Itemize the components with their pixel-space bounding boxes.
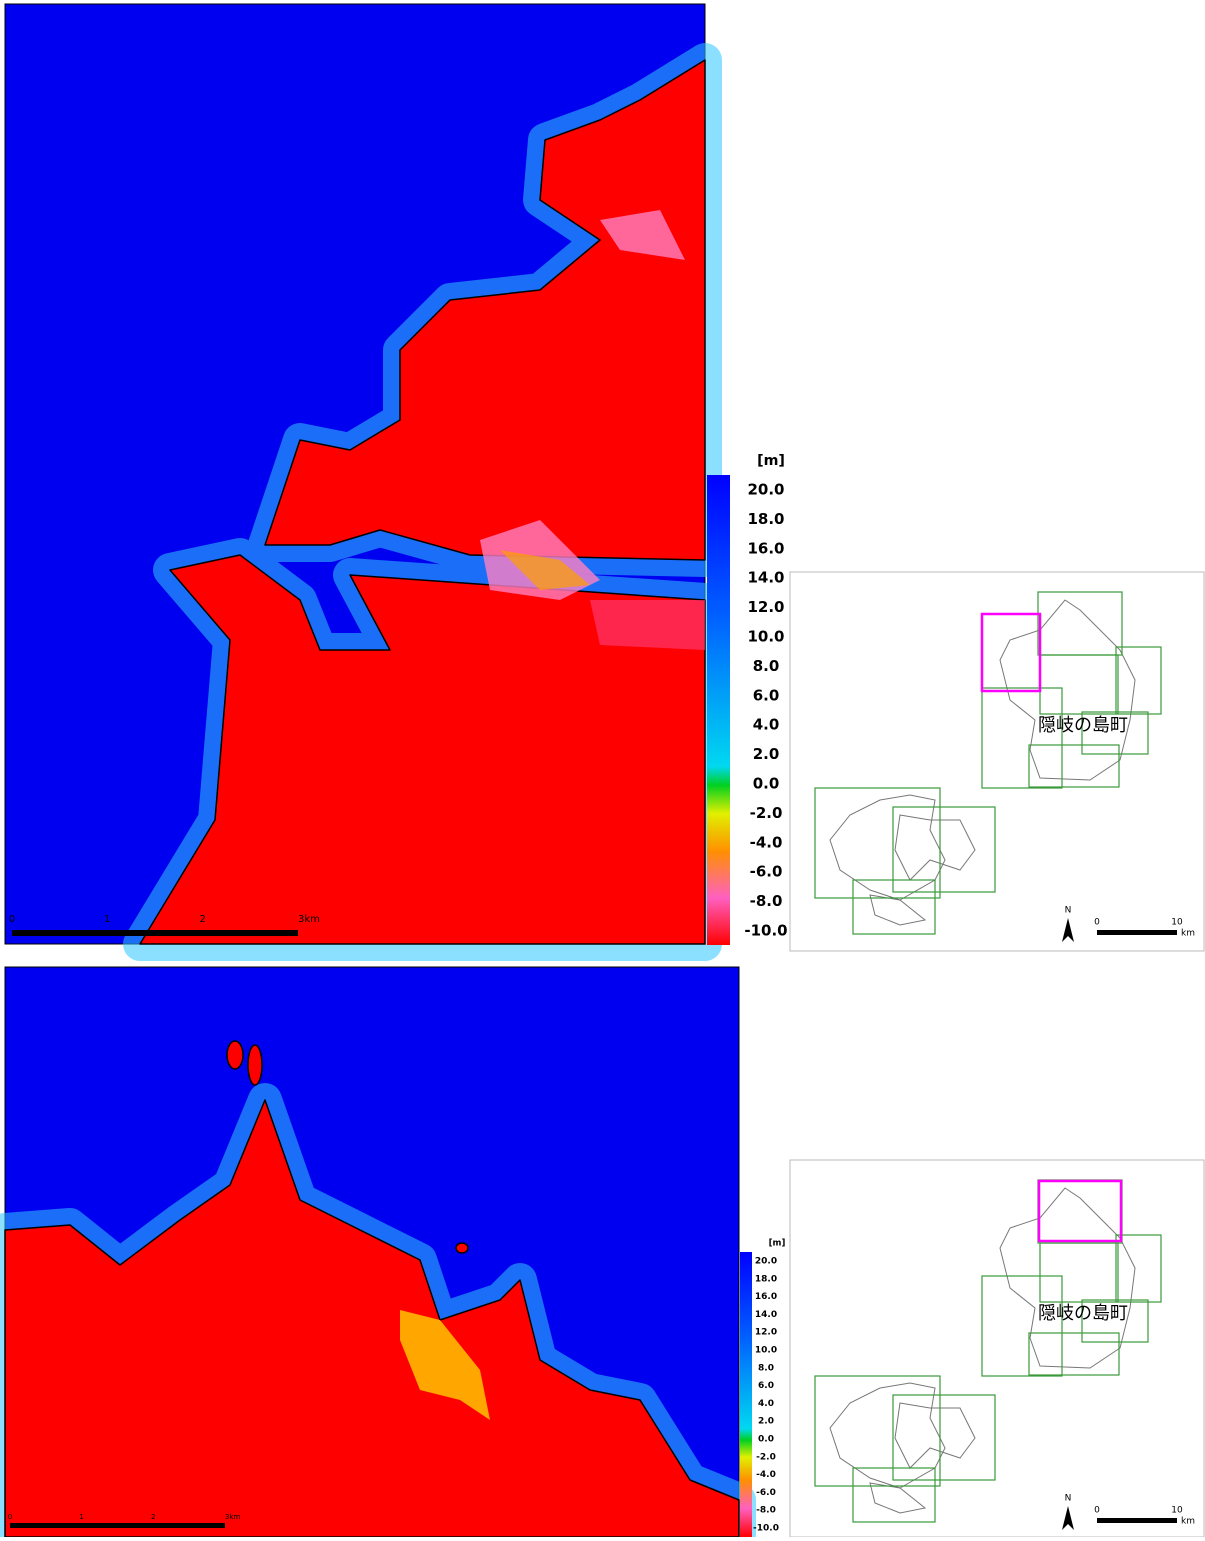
colorbar-label: -4.0 (750, 833, 783, 851)
colorbar-label: 10.0 (755, 1346, 777, 1356)
scale-label: 0 (9, 914, 15, 925)
colorbar-label: 14.0 (755, 1310, 777, 1320)
inset-2 (790, 1160, 1204, 1537)
colorbar-label: 16.0 (747, 539, 784, 557)
inset-scale-label: 10 (1171, 918, 1183, 928)
scale-label: 1 (79, 1513, 83, 1521)
inset-scale-unit: km (1181, 1517, 1195, 1527)
scale-label: 2 (151, 1513, 155, 1521)
colorbar-label: -10.0 (744, 922, 787, 940)
inset-scale-label: 0 (1094, 1506, 1100, 1516)
scale-label: 3km (225, 1513, 241, 1521)
colorbar-label: -4.0 (756, 1470, 776, 1480)
scale-label: 2 (199, 914, 205, 925)
colorbar-label: 18.0 (755, 1274, 777, 1284)
colorbar-label: 8.0 (753, 657, 780, 675)
scale-label: 3km (298, 914, 320, 925)
colorbar-label: 4.0 (758, 1399, 774, 1409)
colorbar-label: 0.0 (753, 775, 780, 793)
inset-1 (790, 572, 1204, 951)
colorbar-label: 12.0 (747, 598, 784, 616)
colorbar-label: 20.0 (747, 481, 784, 499)
inset-scale-unit: km (1181, 929, 1195, 939)
colorbar-1 (707, 475, 730, 945)
colorbar-label: 4.0 (753, 716, 780, 734)
colorbar-label: 14.0 (747, 569, 784, 587)
north-label: N (1065, 906, 1072, 916)
colorbar-label: -10.0 (753, 1524, 779, 1534)
north-label: N (1065, 1494, 1072, 1504)
colorbar-label: 12.0 (755, 1328, 777, 1338)
inset-scale-label: 10 (1171, 1506, 1183, 1516)
colorbar-unit: [m] (757, 453, 785, 469)
colorbar-label: 2.0 (753, 745, 780, 763)
scale-label: 0 (8, 1513, 12, 1521)
colorbar-label: 0.0 (758, 1435, 774, 1445)
colorbar-label: 18.0 (747, 510, 784, 528)
colorbar-label: 6.0 (753, 686, 780, 704)
page: [m]20.018.016.014.012.010.08.06.04.02.00… (0, 0, 1205, 1537)
colorbar-label: 10.0 (747, 628, 784, 646)
colorbar-label: 6.0 (758, 1381, 774, 1391)
colorbar-label: -2.0 (750, 804, 783, 822)
colorbar-label: -6.0 (750, 863, 783, 881)
colorbar-label: 16.0 (755, 1292, 777, 1302)
colorbar-label: 20.0 (755, 1257, 777, 1267)
inset-scale-label: 0 (1094, 918, 1100, 928)
inset-label: 隠岐の島町 (1038, 1303, 1128, 1324)
map-1 (5, 4, 705, 944)
colorbar-label: 8.0 (758, 1363, 774, 1373)
colorbar-2 (740, 1252, 752, 1537)
colorbar-label: -8.0 (750, 892, 783, 910)
colorbar-label: -8.0 (756, 1506, 776, 1516)
colorbar-label: -2.0 (756, 1452, 776, 1462)
inset-label: 隠岐の島町 (1038, 715, 1128, 736)
scale-label: 1 (104, 914, 110, 925)
colorbar-label: -6.0 (756, 1488, 776, 1498)
map-2 (5, 967, 739, 1537)
colorbar-unit: [m] (769, 1239, 786, 1249)
colorbar-label: 2.0 (758, 1417, 774, 1427)
